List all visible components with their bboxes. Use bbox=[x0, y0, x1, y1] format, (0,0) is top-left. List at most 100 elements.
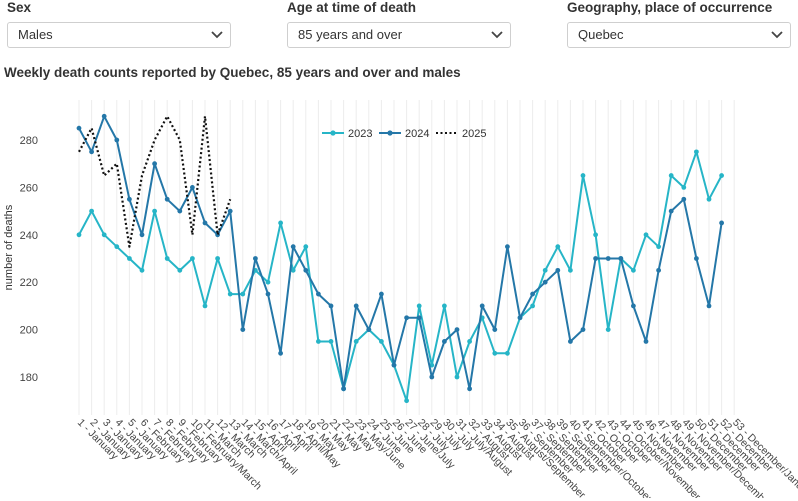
data-point-2023 bbox=[101, 232, 107, 238]
legend-label-2025: 2025 bbox=[462, 128, 486, 140]
chevron-down-icon bbox=[211, 31, 223, 39]
data-point-2024 bbox=[114, 137, 120, 143]
data-point-2023 bbox=[303, 244, 309, 250]
data-point-2024 bbox=[505, 244, 510, 250]
data-point-2023 bbox=[114, 244, 120, 250]
sex-select-value: Males bbox=[18, 27, 53, 42]
data-point-2024 bbox=[631, 303, 636, 309]
data-point-2023 bbox=[643, 232, 649, 238]
data-point-2023 bbox=[152, 208, 158, 214]
data-point-2024 bbox=[353, 303, 359, 309]
data-point-2023 bbox=[631, 267, 636, 273]
data-point-2023 bbox=[442, 303, 447, 309]
sex-filter-label: Sex bbox=[7, 0, 32, 15]
data-point-2023 bbox=[328, 339, 334, 344]
data-point-2024 bbox=[101, 113, 107, 119]
data-point-2023 bbox=[353, 339, 359, 344]
data-point-2023 bbox=[530, 303, 535, 309]
data-point-2023 bbox=[227, 291, 233, 297]
data-point-2024 bbox=[190, 185, 195, 190]
series-line-2023 bbox=[78, 150, 723, 402]
data-point-2024 bbox=[316, 291, 321, 297]
geography-select[interactable]: Quebec bbox=[567, 22, 791, 48]
data-point-2024 bbox=[542, 279, 548, 285]
y-tick-label: 180 bbox=[20, 372, 38, 384]
chevron-down-icon bbox=[771, 31, 783, 39]
data-point-2023 bbox=[215, 256, 221, 261]
data-point-2023 bbox=[278, 220, 283, 226]
data-point-2023 bbox=[202, 303, 208, 309]
y-tick-label: 240 bbox=[20, 230, 38, 242]
data-point-2023 bbox=[89, 208, 94, 214]
data-point-2024 bbox=[328, 303, 334, 309]
data-point-2024 bbox=[656, 267, 661, 273]
y-axis-label: number of deaths bbox=[3, 204, 15, 290]
data-point-2024 bbox=[681, 196, 687, 202]
geography-select-value: Quebec bbox=[578, 27, 624, 42]
data-point-2024 bbox=[366, 327, 372, 332]
data-point-2024 bbox=[177, 208, 183, 214]
data-point-2024 bbox=[454, 327, 460, 332]
y-tick-label: 220 bbox=[20, 277, 38, 289]
data-point-2023 bbox=[555, 244, 561, 250]
data-point-2024 bbox=[303, 267, 309, 273]
data-point-2024 bbox=[555, 267, 561, 273]
data-point-2024 bbox=[202, 220, 208, 226]
data-point-2023 bbox=[593, 232, 598, 238]
legend-marker-2024 bbox=[387, 130, 393, 136]
data-point-2023 bbox=[290, 267, 296, 273]
data-point-2024 bbox=[139, 232, 145, 238]
data-point-2024 bbox=[76, 125, 82, 131]
data-point-2024 bbox=[290, 244, 296, 250]
geography-filter-label: Geography, place of occurrence bbox=[567, 0, 773, 15]
data-point-2023 bbox=[656, 244, 661, 250]
data-point-2023 bbox=[416, 303, 422, 309]
age-select[interactable]: 85 years and over bbox=[287, 22, 511, 48]
data-point-2024 bbox=[278, 350, 283, 356]
data-point-2024 bbox=[467, 386, 472, 392]
data-point-2023 bbox=[240, 291, 246, 297]
data-point-2023 bbox=[454, 374, 460, 380]
chevron-down-icon bbox=[491, 31, 503, 39]
data-point-2023 bbox=[177, 267, 183, 273]
data-point-2024 bbox=[152, 161, 158, 167]
geography-filter: Geography, place of occurrence Quebec bbox=[567, 0, 791, 48]
data-point-2023 bbox=[492, 350, 498, 356]
data-point-2024 bbox=[530, 291, 535, 297]
data-point-2023 bbox=[694, 149, 699, 155]
data-point-2024 bbox=[479, 303, 485, 309]
data-point-2023 bbox=[668, 173, 674, 178]
series-line-2024 bbox=[78, 115, 723, 390]
data-point-2023 bbox=[265, 279, 271, 285]
data-point-2024 bbox=[89, 149, 94, 155]
data-point-2024 bbox=[240, 327, 246, 332]
data-point-2023 bbox=[379, 339, 384, 344]
data-point-2023 bbox=[164, 256, 170, 261]
data-point-2024 bbox=[719, 220, 724, 226]
data-point-2023 bbox=[76, 232, 82, 238]
data-point-2023 bbox=[568, 267, 573, 273]
sex-filter: Sex Males bbox=[7, 0, 231, 48]
data-point-2024 bbox=[706, 303, 712, 309]
data-point-2023 bbox=[706, 196, 712, 202]
y-tick-label: 280 bbox=[20, 135, 38, 147]
data-point-2023 bbox=[681, 185, 687, 190]
data-point-2024 bbox=[391, 362, 397, 368]
sex-select[interactable]: Males bbox=[7, 22, 231, 48]
data-point-2023 bbox=[719, 173, 724, 178]
data-point-2024 bbox=[341, 386, 346, 392]
data-point-2023 bbox=[190, 256, 195, 261]
y-tick-label: 200 bbox=[20, 325, 38, 337]
data-point-2023 bbox=[505, 350, 510, 356]
legend-marker-2023 bbox=[330, 130, 336, 136]
data-point-2024 bbox=[605, 256, 611, 261]
data-point-2024 bbox=[593, 256, 598, 261]
data-point-2024 bbox=[227, 208, 233, 214]
data-point-2023 bbox=[467, 339, 472, 344]
data-point-2024 bbox=[164, 196, 170, 202]
data-point-2023 bbox=[139, 267, 145, 273]
data-point-2024 bbox=[416, 315, 422, 321]
data-point-2023 bbox=[605, 327, 611, 332]
data-point-2023 bbox=[580, 173, 586, 178]
